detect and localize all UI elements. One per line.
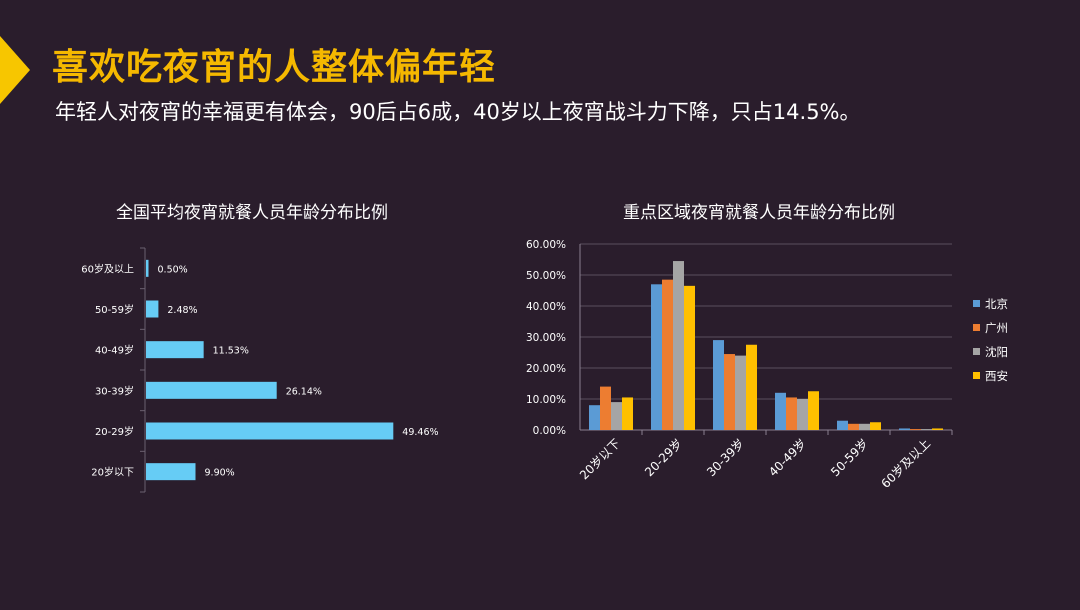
data-label: 0.50% bbox=[158, 264, 188, 275]
bar-广州 bbox=[724, 354, 735, 430]
bar-北京 bbox=[713, 340, 724, 430]
y-tick-label: 40.00% bbox=[526, 301, 566, 313]
bar-广州 bbox=[848, 423, 859, 430]
bar bbox=[146, 422, 394, 440]
bar-广州 bbox=[600, 386, 611, 430]
legend-swatch bbox=[973, 372, 980, 379]
bar bbox=[146, 463, 196, 481]
bar-广州 bbox=[662, 279, 673, 430]
national-chart-title: 全国平均夜宵就餐人员年龄分布比例 bbox=[116, 203, 388, 223]
category-label: 20-29岁 bbox=[95, 425, 134, 438]
y-tick-label: 60.00% bbox=[526, 239, 566, 251]
bar bbox=[146, 341, 204, 359]
bar-广州 bbox=[786, 397, 797, 430]
page-subtitle: 年轻人对夜宵的幸福更有体会，90后占6成，40岁以上夜宵战斗力下降，只占14.5… bbox=[55, 100, 861, 124]
bar-广州 bbox=[910, 429, 921, 430]
category-label: 20岁以下 bbox=[91, 466, 134, 479]
bar-西安 bbox=[932, 428, 943, 430]
category-label: 20岁以下 bbox=[576, 436, 623, 483]
data-label: 2.48% bbox=[167, 305, 197, 316]
bar-北京 bbox=[775, 392, 786, 430]
bar-北京 bbox=[899, 428, 910, 430]
regional-chart-title: 重点区域夜宵就餐人员年龄分布比例 bbox=[623, 203, 895, 223]
bar-沈阳 bbox=[921, 429, 932, 430]
legend-swatch bbox=[973, 300, 980, 307]
y-tick-label: 30.00% bbox=[526, 332, 566, 344]
bar-西安 bbox=[622, 397, 633, 430]
category-label: 50-59岁 bbox=[827, 436, 871, 480]
category-label: 30-39岁 bbox=[703, 436, 747, 480]
corner-accent-triangle bbox=[0, 36, 30, 104]
category-label: 30-39岁 bbox=[95, 384, 134, 397]
bar-西安 bbox=[808, 391, 819, 430]
bar-沈阳 bbox=[673, 261, 684, 430]
category-label: 60岁及以上 bbox=[81, 262, 134, 275]
bar-沈阳 bbox=[611, 402, 622, 430]
bar-西安 bbox=[746, 344, 757, 430]
y-tick-label: 0.00% bbox=[533, 425, 566, 437]
bar-沈阳 bbox=[859, 423, 870, 430]
bar bbox=[146, 381, 277, 399]
y-tick-label: 10.00% bbox=[526, 394, 566, 406]
y-tick-label: 20.00% bbox=[526, 363, 566, 375]
data-label: 49.46% bbox=[402, 427, 438, 438]
page-title: 喜欢吃夜宵的人整体偏年轻 bbox=[52, 47, 497, 88]
legend-label: 西安 bbox=[985, 369, 1008, 383]
bar-西安 bbox=[684, 285, 695, 430]
legend-label: 沈阳 bbox=[985, 345, 1008, 359]
category-label: 40-49岁 bbox=[765, 436, 809, 480]
legend-swatch bbox=[973, 348, 980, 355]
y-tick-label: 50.00% bbox=[526, 270, 566, 282]
bar bbox=[146, 300, 159, 318]
legend-swatch bbox=[973, 324, 980, 331]
bar-沈阳 bbox=[797, 399, 808, 430]
legend-label: 广州 bbox=[985, 321, 1008, 335]
bar-北京 bbox=[837, 420, 848, 430]
bar-沈阳 bbox=[735, 355, 746, 430]
data-label: 11.53% bbox=[213, 346, 249, 357]
legend-label: 北京 bbox=[985, 297, 1008, 311]
category-label: 20-29岁 bbox=[641, 436, 685, 480]
bar-西安 bbox=[870, 422, 881, 430]
category-label: 60岁及以上 bbox=[878, 436, 933, 491]
bar bbox=[146, 259, 149, 277]
data-label: 9.90% bbox=[205, 468, 235, 479]
bar-北京 bbox=[651, 284, 662, 430]
category-label: 40-49岁 bbox=[95, 344, 134, 357]
data-label: 26.14% bbox=[286, 386, 322, 397]
category-label: 50-59岁 bbox=[95, 303, 134, 316]
bar-北京 bbox=[589, 405, 600, 430]
